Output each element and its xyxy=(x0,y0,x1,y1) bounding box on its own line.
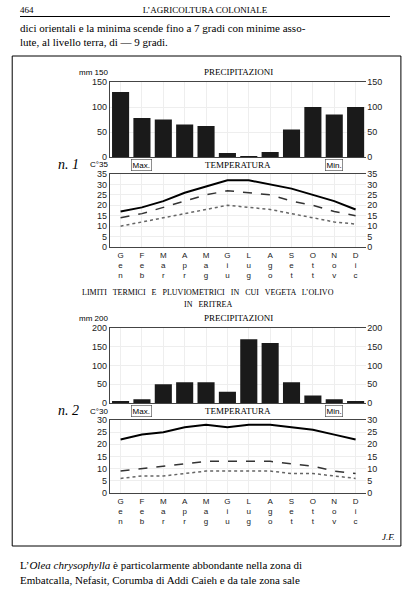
svg-text:150: 150 xyxy=(92,342,107,352)
svg-text:Mar: Mar xyxy=(160,497,167,527)
svg-text:0: 0 xyxy=(102,398,107,408)
svg-text:0: 0 xyxy=(102,488,107,498)
svg-text:10: 10 xyxy=(97,464,107,474)
svg-text:Lug: Lug xyxy=(247,497,252,527)
svg-text:50: 50 xyxy=(97,127,107,137)
svg-text:J.F.: J.F. xyxy=(382,532,395,542)
svg-text:5: 5 xyxy=(367,476,372,486)
html-text:Embatcalla, Nefasit, Corumba d: Embatcalla, Nefasit, Corumba di Addi Cai… xyxy=(20,574,300,586)
svg-text:Apr: Apr xyxy=(182,497,188,527)
svg-text:10: 10 xyxy=(97,221,107,231)
svg-text:Max.: Max. xyxy=(133,407,150,416)
svg-text:Apr: Apr xyxy=(182,251,188,281)
svg-text:20: 20 xyxy=(367,200,377,210)
svg-text:Gen: Gen xyxy=(117,251,123,281)
svg-text:TEMPERATURA: TEMPERATURA xyxy=(205,160,271,170)
svg-text:Mar: Mar xyxy=(160,251,167,281)
svg-text:Lug: Lug xyxy=(247,251,252,281)
svg-text:Mag: Mag xyxy=(203,497,210,527)
svg-text:50: 50 xyxy=(97,379,107,389)
svg-text:0: 0 xyxy=(367,398,372,408)
svg-text:n. 2: n. 2 xyxy=(58,403,79,418)
svg-text:Mag: Mag xyxy=(203,251,210,281)
svg-text:Min.: Min. xyxy=(327,407,342,416)
svg-text:15: 15 xyxy=(367,452,377,462)
svg-text:mm 200: mm 200 xyxy=(79,314,108,323)
svg-text:Nov: Nov xyxy=(331,497,337,527)
svg-text:0: 0 xyxy=(102,242,107,252)
svg-text:25: 25 xyxy=(367,190,377,200)
svg-text:Feb: Feb xyxy=(139,497,144,527)
svg-text:Ott: Ott xyxy=(310,251,316,281)
svg-text:25: 25 xyxy=(97,190,107,200)
svg-text:Min.: Min. xyxy=(327,161,342,170)
svg-text:TEMPERATURA: TEMPERATURA xyxy=(205,406,271,416)
svg-text:10: 10 xyxy=(367,464,377,474)
svg-text:Dic: Dic xyxy=(353,251,359,281)
svg-text:PRECIPITAZIONI: PRECIPITAZIONI xyxy=(204,313,273,323)
svg-text:200: 200 xyxy=(367,323,382,333)
svg-text:Max.: Max. xyxy=(133,161,150,170)
svg-text:100: 100 xyxy=(92,102,107,112)
svg-text:C°30: C°30 xyxy=(90,407,108,416)
svg-text:IN ERITREA: IN ERITREA xyxy=(184,300,232,309)
svg-text:0: 0 xyxy=(367,242,372,252)
svg-text:Giu: Giu xyxy=(224,497,230,527)
svg-text:50: 50 xyxy=(367,379,377,389)
svg-text:Ago: Ago xyxy=(267,497,273,527)
svg-text:0: 0 xyxy=(102,152,107,162)
svg-text:15: 15 xyxy=(97,452,107,462)
svg-text:20: 20 xyxy=(97,439,107,449)
svg-text:0: 0 xyxy=(367,152,372,162)
html-text:L’ Olea chrysophylla è partico: L’ Olea chrysophylla è particolarmente a… xyxy=(20,559,303,571)
svg-text:n. 1: n. 1 xyxy=(58,157,79,172)
svg-text:Dic: Dic xyxy=(353,497,359,527)
svg-text:15: 15 xyxy=(367,211,377,221)
svg-text:5: 5 xyxy=(367,232,372,242)
svg-text:Set: Set xyxy=(289,251,294,281)
svg-text:5: 5 xyxy=(102,476,107,486)
svg-text:Feb: Feb xyxy=(139,251,144,281)
svg-text:25: 25 xyxy=(97,427,107,437)
svg-text:0: 0 xyxy=(367,488,372,498)
html-text:L’AGRICOLTURA COLONIALE: L’AGRICOLTURA COLONIALE xyxy=(142,5,268,15)
svg-text:C°35: C°35 xyxy=(90,160,108,169)
svg-text:Nov: Nov xyxy=(331,251,337,281)
svg-text:30: 30 xyxy=(97,415,107,425)
svg-text:PRECIPITAZIONI: PRECIPITAZIONI xyxy=(204,67,273,77)
svg-text:35: 35 xyxy=(367,169,377,179)
svg-text:20: 20 xyxy=(97,200,107,210)
svg-text:25: 25 xyxy=(367,427,377,437)
svg-text:150: 150 xyxy=(367,77,382,87)
svg-text:Gen: Gen xyxy=(117,497,123,527)
svg-text:10: 10 xyxy=(367,221,377,231)
svg-text:200: 200 xyxy=(92,323,107,333)
svg-text:150: 150 xyxy=(367,342,382,352)
svg-text:150: 150 xyxy=(92,77,107,87)
svg-text:20: 20 xyxy=(367,439,377,449)
svg-text:15: 15 xyxy=(97,211,107,221)
svg-text:50: 50 xyxy=(367,127,377,137)
svg-text:Ago: Ago xyxy=(267,251,273,281)
html-text:464: 464 xyxy=(20,5,34,15)
svg-text:30: 30 xyxy=(97,180,107,190)
svg-text:30: 30 xyxy=(367,415,377,425)
svg-text:100: 100 xyxy=(367,102,382,112)
svg-text:Set: Set xyxy=(289,497,294,527)
svg-text:LIMITI TERMICI E PLUVIOM: LIMITI TERMICI E PLUVIOMETRICI IN CUI VE… xyxy=(82,288,334,297)
svg-text:5: 5 xyxy=(102,232,107,242)
svg-text:30: 30 xyxy=(367,180,377,190)
svg-text:100: 100 xyxy=(92,361,107,371)
svg-text:mm 150: mm 150 xyxy=(79,68,108,77)
svg-text:Ott: Ott xyxy=(310,497,316,527)
html-text:dici orientali e la minima sce: dici orientali e la minima scende fino a… xyxy=(20,22,306,48)
svg-text:Giu: Giu xyxy=(224,251,230,281)
svg-text:100: 100 xyxy=(367,361,382,371)
svg-text:35: 35 xyxy=(97,169,107,179)
